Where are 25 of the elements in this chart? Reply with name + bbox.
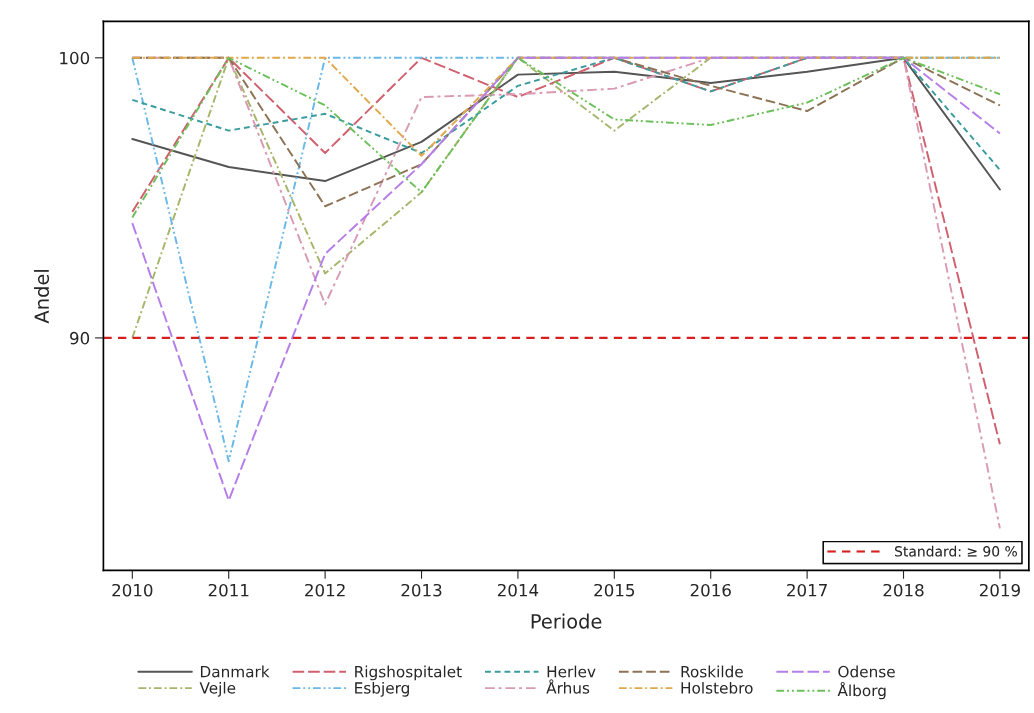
x-tick-label: 2018 [883,583,924,597]
x-axis-title: Periode [531,613,602,629]
legend-label: Danmark [200,665,270,678]
legend-label: Århus [546,679,590,694]
x-tick-label: 2011 [208,583,249,597]
x-tick-label: 2013 [401,583,442,597]
legend-label: Odense [838,665,895,678]
x-tick-label: 2016 [690,583,731,597]
x-tick-label: 2015 [594,583,635,597]
x-tick-label: 2012 [305,583,345,597]
legend-label: Standard: ≥ 90 % [895,545,1017,557]
x-tick-label: 2014 [497,583,539,597]
legend-label: Roskilde [681,665,743,678]
x-tick-label: 2010 [112,583,153,597]
x-tick-label: 2017 [787,583,827,597]
legend-label: Vejle [199,681,236,697]
legend-label: Ålborg [837,681,886,700]
legend-label: Holstebro [681,681,753,694]
y-axis-title: Andel [34,270,50,324]
x-tick-label: 2019 [979,583,1020,597]
legend-label: Herlev [547,665,596,678]
y-tick-label: 100 [60,51,90,65]
legend-label: Rigshospitalet [355,665,462,681]
legend-label: Esbjerg [355,681,409,697]
y-tick-label: 90 [70,331,90,345]
